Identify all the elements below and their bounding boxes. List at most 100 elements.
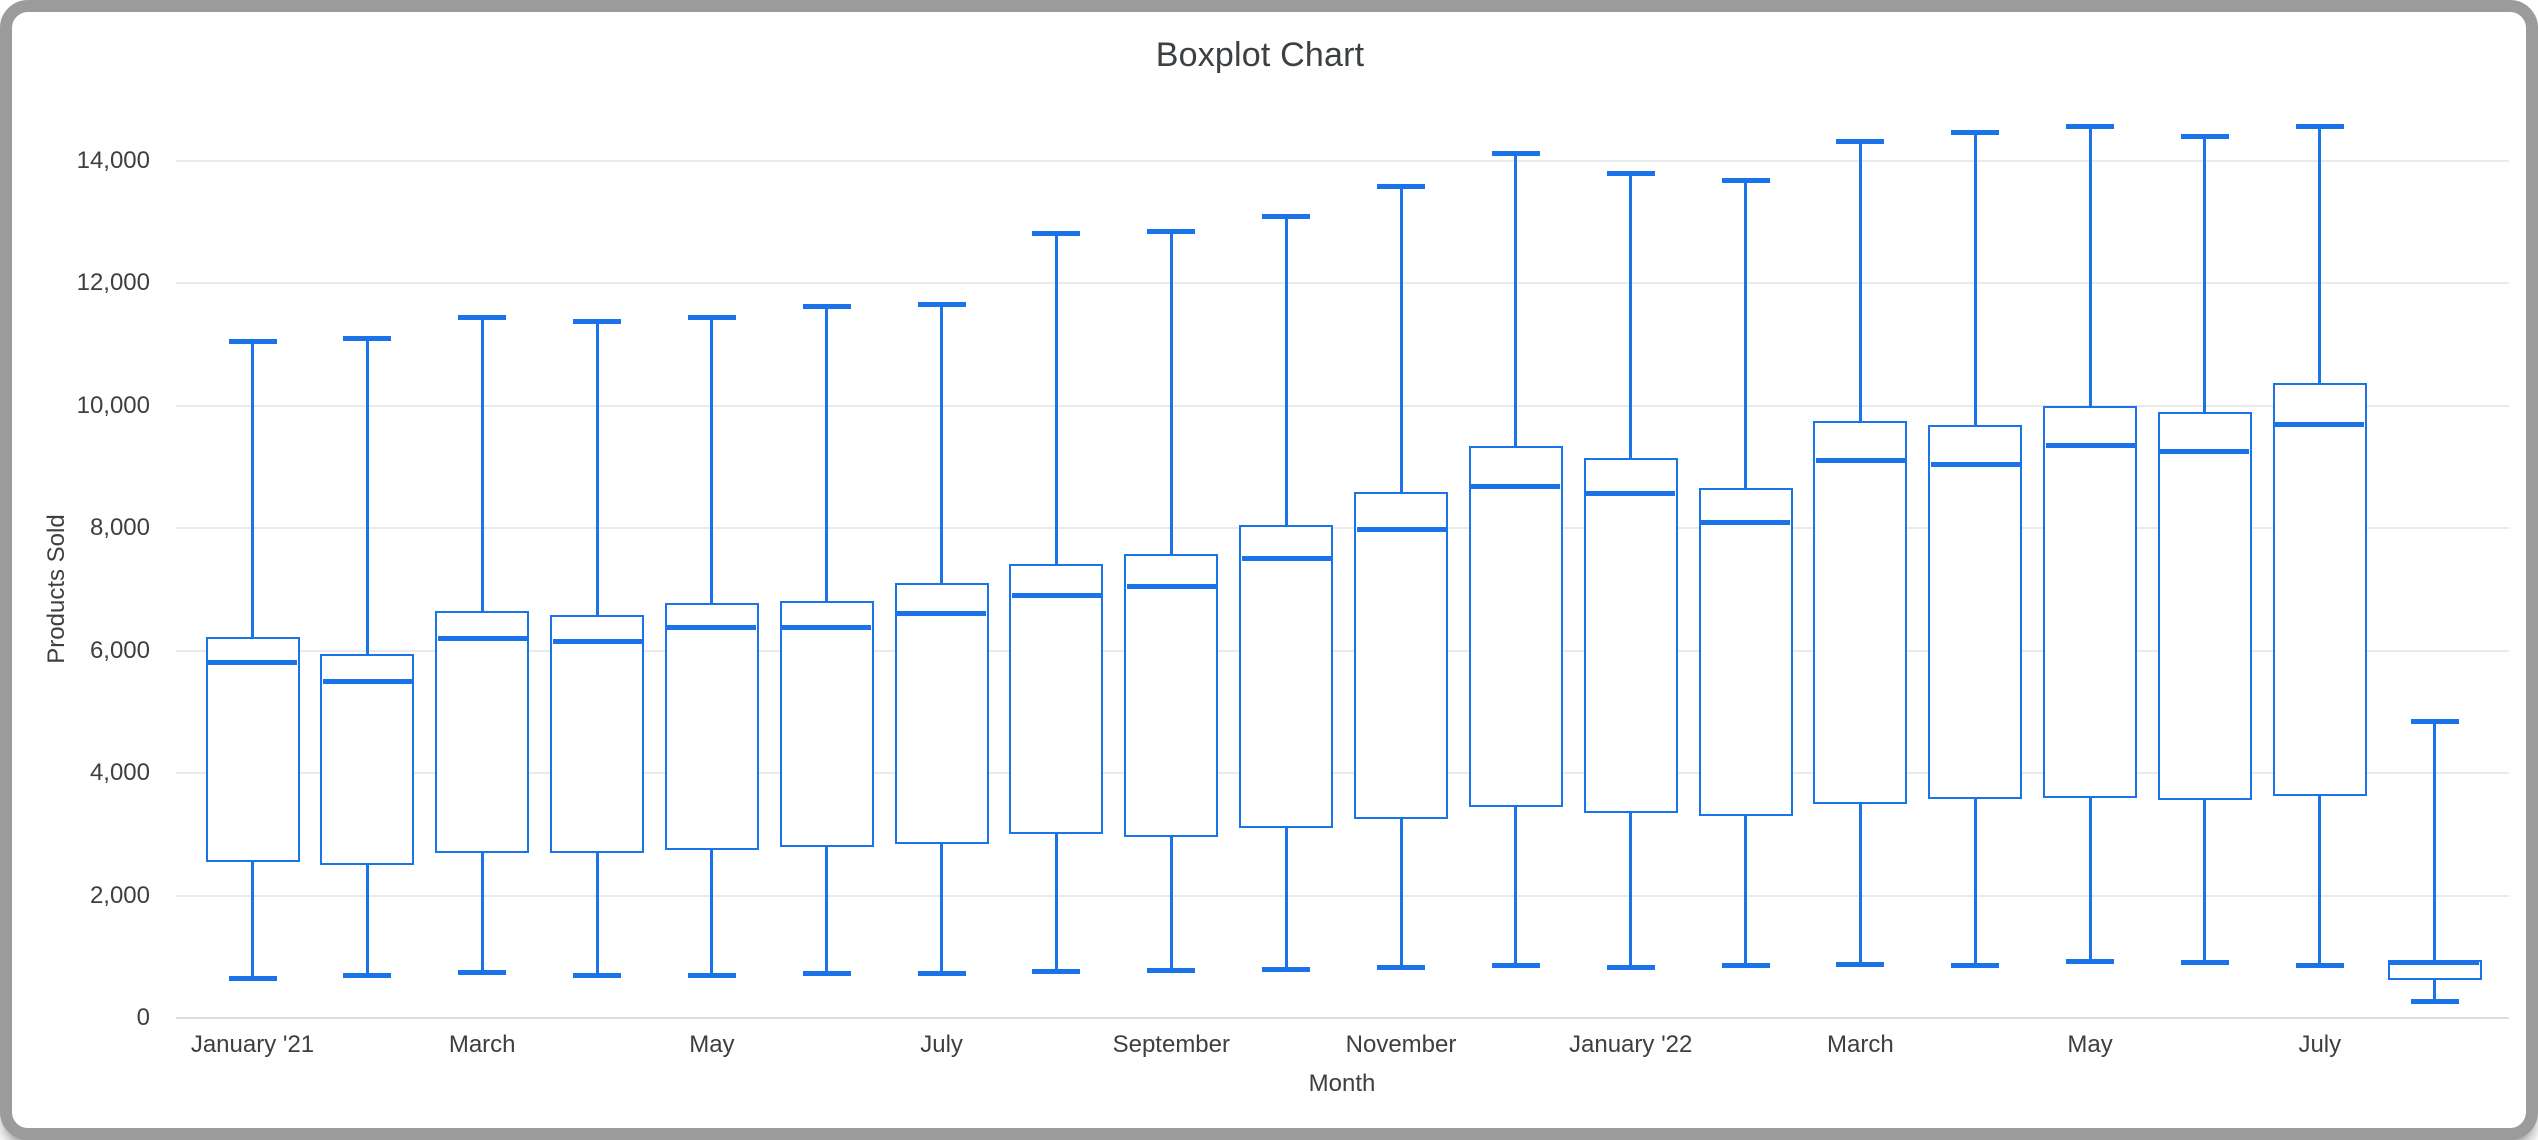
y-tick-label: 0 xyxy=(136,1004,150,1031)
whisker-cap-min xyxy=(1836,961,1885,967)
whisker-cap-min xyxy=(1721,963,1770,969)
whisker-cap-max xyxy=(1951,129,2000,135)
boxplot-median xyxy=(1586,490,1676,496)
gridline xyxy=(176,772,2509,775)
boxplot-median xyxy=(782,624,872,630)
y-tick-label: 14,000 xyxy=(76,147,150,174)
boxplot-median xyxy=(1241,556,1331,562)
boxplot-box xyxy=(1813,421,1908,804)
gridline xyxy=(176,404,2509,407)
whisker-cap-min xyxy=(2410,998,2459,1004)
gridline xyxy=(176,649,2509,652)
boxplot-median xyxy=(1126,583,1216,589)
x-tick-label: January '22 xyxy=(1569,1031,1693,1058)
chart-title: Boxplot Chart xyxy=(1155,36,1365,74)
boxplot-box xyxy=(894,583,989,844)
y-tick-label: 4,000 xyxy=(89,759,150,787)
whisker-cap-max xyxy=(802,304,851,310)
gridline xyxy=(176,527,2509,530)
boxplot-median xyxy=(2160,449,2250,455)
whisker-cap-max xyxy=(917,302,966,308)
gridline xyxy=(176,894,2509,897)
whisker-cap-min xyxy=(687,972,736,978)
whisker-cap-min xyxy=(1951,963,2000,969)
gridline xyxy=(176,282,2509,285)
whisker-cap-max xyxy=(2180,134,2229,139)
boxplot-median xyxy=(2045,443,2135,449)
x-tick-label: July xyxy=(2298,1031,2342,1058)
whisker-cap-min xyxy=(802,970,851,976)
boxplot-median xyxy=(208,660,297,666)
whisker-cap-max xyxy=(573,318,622,324)
boxplot-box xyxy=(1468,445,1563,807)
x-tick-label: November xyxy=(1345,1031,1457,1058)
whisker-cap-max xyxy=(1147,228,1196,234)
whisker-cap-max xyxy=(2410,718,2459,724)
boxplot-box xyxy=(2157,411,2252,801)
whisker-cap-min xyxy=(1032,968,1081,974)
boxplot-median xyxy=(552,639,642,645)
x-tick-label: May xyxy=(2067,1031,2113,1058)
boxplot-box xyxy=(664,602,759,850)
whisker-cap-max xyxy=(687,314,736,320)
whisker-cap-max xyxy=(1377,184,1425,190)
boxplot-box xyxy=(1928,425,2023,800)
whisker-cap-min xyxy=(1377,964,1425,970)
boxplot-box xyxy=(2272,382,2367,797)
boxplot-median xyxy=(1356,527,1446,532)
whisker-cap-max xyxy=(458,314,507,320)
whisker-cap-max xyxy=(1606,170,1655,176)
whisker-cap-min xyxy=(1147,967,1196,973)
boxplot-median xyxy=(1815,458,1905,464)
x-tick-label: March xyxy=(1827,1031,1894,1058)
x-tick-label: July xyxy=(920,1031,963,1058)
boxplot-box xyxy=(1239,525,1334,829)
whisker-cap-max xyxy=(2295,123,2344,129)
whisker-cap-max xyxy=(1032,230,1081,236)
boxplot-box xyxy=(2043,405,2138,798)
boxplot-box xyxy=(1354,491,1448,820)
boxplot-box xyxy=(550,615,645,853)
y-tick-label: 8,000 xyxy=(89,514,150,542)
boxplot-median xyxy=(1471,484,1561,490)
whisker-line xyxy=(2433,721,2437,1002)
y-tick-label: 6,000 xyxy=(89,636,150,664)
gridline xyxy=(176,160,2509,162)
whisker-cap-min xyxy=(343,972,392,978)
whisker-cap-min xyxy=(1606,965,1655,971)
whisker-cap-min xyxy=(917,971,966,977)
boxplot-median xyxy=(897,611,987,617)
whisker-cap-max xyxy=(1262,213,1311,219)
whisker-cap-min xyxy=(573,972,622,978)
boxplot-box xyxy=(435,610,530,853)
whisker-cap-max xyxy=(2066,124,2115,130)
boxplot-box xyxy=(1698,488,1793,816)
boxplot-box xyxy=(779,600,874,847)
boxplot-box xyxy=(1009,563,1104,835)
y-tick-label: 12,000 xyxy=(76,269,150,297)
x-axis-baseline xyxy=(176,1017,2509,1019)
x-tick-label: May xyxy=(689,1031,735,1058)
whisker-cap-min xyxy=(458,969,507,975)
whisker-cap-min xyxy=(2295,962,2344,968)
boxplot-box xyxy=(1583,457,1678,813)
boxplot-median xyxy=(1011,593,1101,599)
boxplot-box xyxy=(1124,553,1219,838)
boxplot-box xyxy=(205,636,300,862)
whisker-cap-min xyxy=(1262,967,1311,973)
y-tick-label: 10,000 xyxy=(76,391,150,419)
boxplot-median xyxy=(322,678,412,684)
whisker-cap-min xyxy=(1491,963,1540,969)
boxplot-median xyxy=(2390,960,2480,966)
boxplot-median xyxy=(667,624,757,630)
whisker-cap-max xyxy=(228,339,277,345)
boxplot-box xyxy=(320,653,415,865)
whisker-cap-max xyxy=(1721,178,1770,184)
boxplot-median xyxy=(2275,421,2365,427)
x-tick-label: September xyxy=(1112,1031,1230,1058)
whisker-cap-min xyxy=(2066,958,2115,964)
whisker-cap-min xyxy=(2180,960,2229,966)
boxplot-median xyxy=(1930,461,2020,467)
